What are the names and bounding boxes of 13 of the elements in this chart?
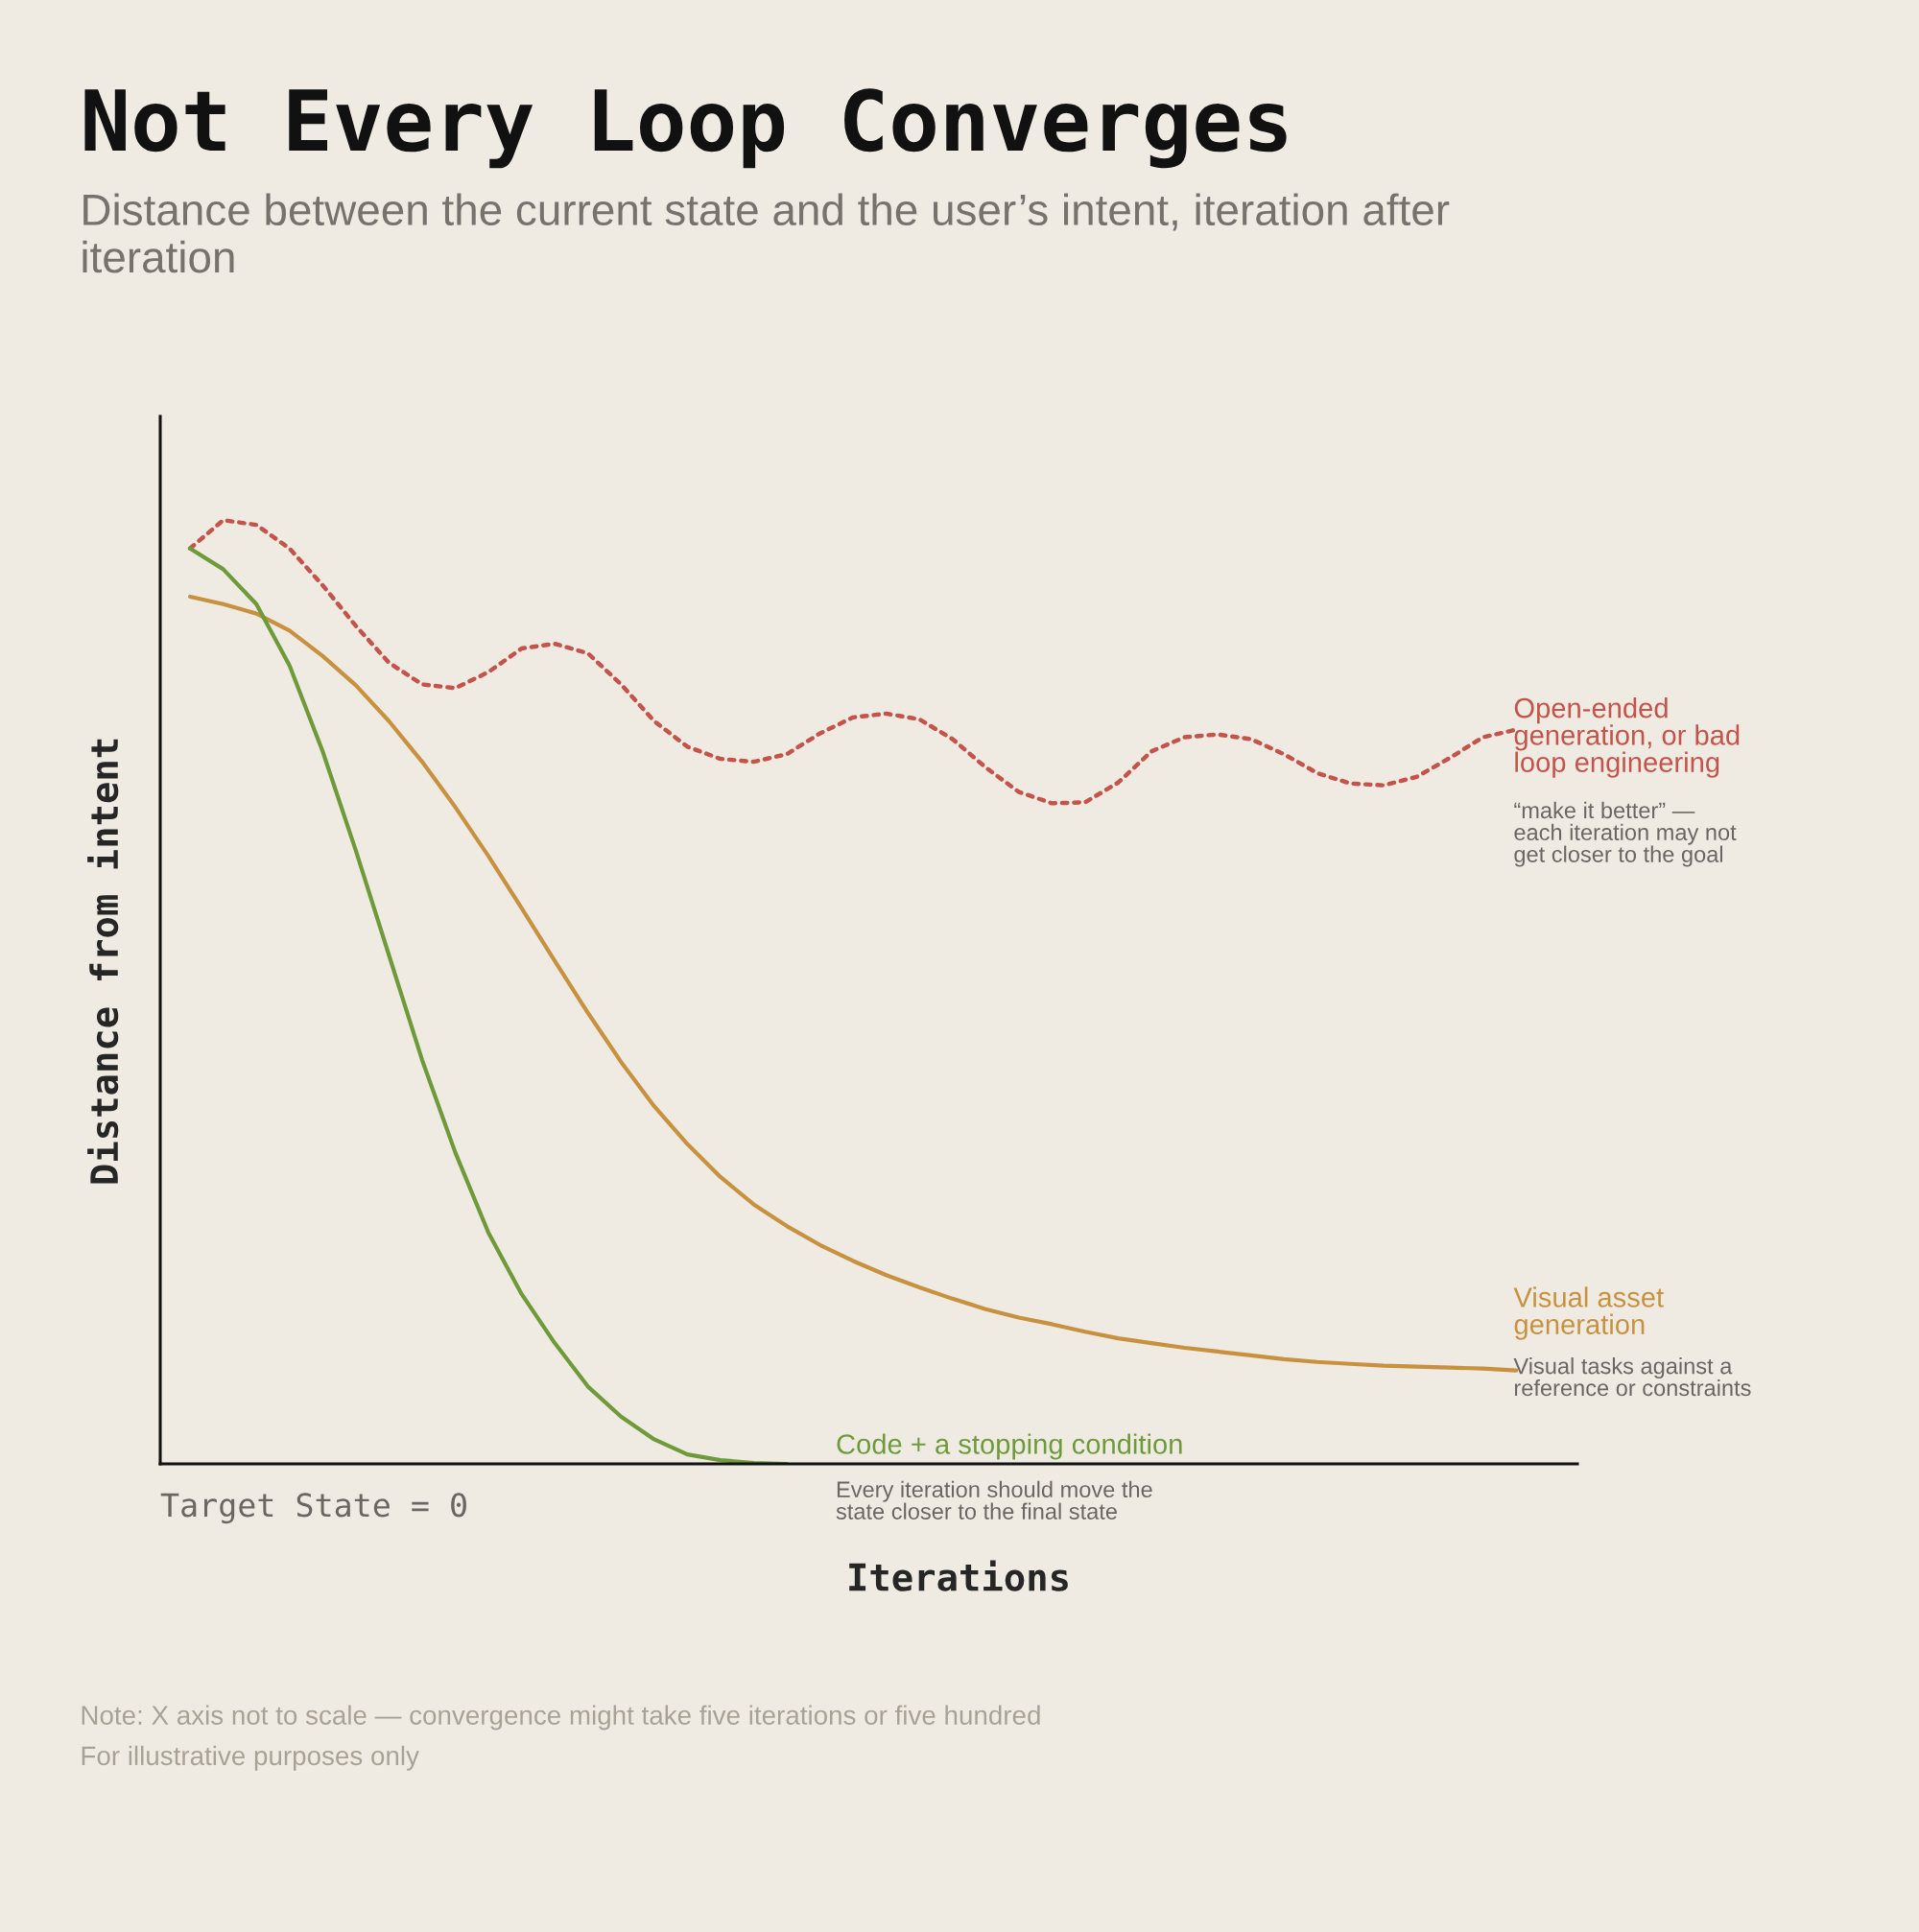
y-axis-title: Distance from intent [87, 739, 119, 1184]
x-axis-title: Iterations [849, 1560, 1068, 1591]
chart-subtitle: Distance between the current state and the user’s intent, iteration after iteration [83, 193, 1450, 273]
series-label: Code + a stopping condition [837, 1433, 1182, 1460]
text: Target State = 0 [160, 1493, 466, 1524]
series-label: Visual asset generation [1513, 1286, 1664, 1340]
annotation: Visual tasks against a reference or constraints [1513, 1357, 1751, 1397]
annotation: “make it better” — each iteration may not get closer to the goal [1514, 801, 1737, 867]
text: For illustrative purposes only [82, 1745, 419, 1771]
chart-title: Not Every Loop Converges [84, 88, 1287, 169]
series-label: Open-ended generation, or bad loop engineering [1514, 697, 1740, 778]
text: Every iteration should move the state closer to the final state [836, 1480, 1152, 1520]
text: Note: X axis not to scale — convergence might take five iterations or five hundred [82, 1705, 1040, 1731]
